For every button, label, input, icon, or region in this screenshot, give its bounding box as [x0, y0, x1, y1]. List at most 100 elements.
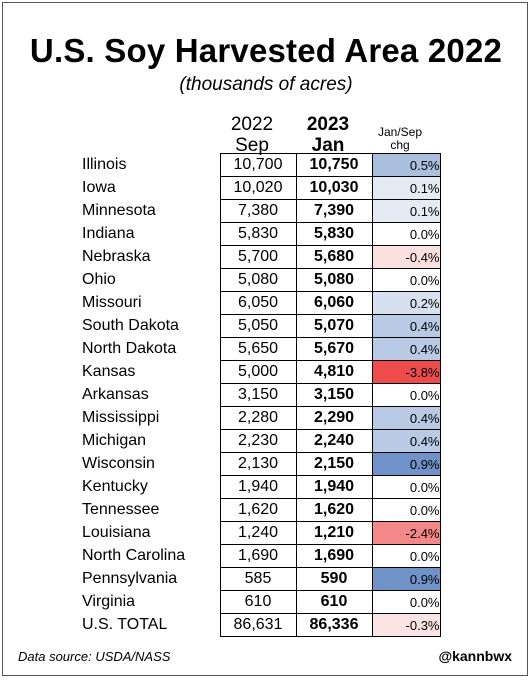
table-row: Ohio 5,080 5,080 0.0% [82, 268, 441, 292]
state-label: Ohio [82, 271, 116, 288]
state-label: Michigan [82, 432, 147, 449]
jan-value: 2,150 [295, 452, 373, 476]
change-value: 0.0% [371, 475, 441, 499]
state-label: Kansas [82, 363, 136, 380]
sep-value: 6,050 [219, 291, 297, 315]
table-row: Kansas 5,000 4,810 -3.8% [82, 360, 441, 384]
sep-value: 10,020 [219, 176, 297, 200]
sep-value: 5,830 [219, 222, 297, 246]
chart-frame [2, 2, 528, 676]
table-row: South Dakota 5,050 5,070 0.4% [82, 314, 441, 338]
sep-value: 10,700 [219, 153, 297, 177]
change-value: 0.0% [371, 544, 441, 568]
table-row: Minnesota 7,380 7,390 0.1% [82, 199, 441, 223]
jan-value: 5,680 [295, 245, 373, 269]
sep-value: 610 [219, 590, 297, 614]
state-label: South Dakota [82, 317, 179, 334]
jan-value: 1,620 [295, 498, 373, 522]
state-label: Minnesota [82, 202, 156, 219]
column-header-sep-year: 2022 [230, 114, 274, 135]
jan-value: 6,060 [295, 291, 373, 315]
table-row: Wisconsin 2,130 2,150 0.9% [82, 452, 441, 476]
jan-value: 2,290 [295, 406, 373, 430]
table-row: U.S. TOTAL 86,631 86,336 -0.3% [82, 613, 441, 637]
change-value: 0.5% [371, 153, 441, 177]
sep-value: 5,080 [219, 268, 297, 292]
jan-value: 86,336 [295, 613, 373, 637]
table-row: Mississippi 2,280 2,290 0.4% [82, 406, 441, 430]
column-header-chg: Jan/Sep chg [366, 126, 434, 152]
change-value: 0.0% [371, 590, 441, 614]
change-value: 0.9% [371, 452, 441, 476]
column-header-jan: 2023 Jan [290, 114, 366, 156]
column-header-jan-month: Jan [311, 135, 345, 156]
sep-value: 86,631 [219, 613, 297, 637]
jan-value: 2,240 [295, 429, 373, 453]
state-label: Louisiana [82, 524, 151, 541]
column-header-sep-month: Sep [235, 135, 269, 156]
table-row: Iowa 10,020 10,030 0.1% [82, 176, 441, 200]
sep-value: 1,690 [219, 544, 297, 568]
state-label: Pennsylvania [82, 570, 178, 587]
jan-value: 5,670 [295, 337, 373, 361]
sep-value: 1,240 [219, 521, 297, 545]
state-label: Missouri [82, 294, 142, 311]
sep-value: 7,380 [219, 199, 297, 223]
jan-value: 3,150 [295, 383, 373, 407]
sep-value: 5,000 [219, 360, 297, 384]
change-value: 0.1% [371, 176, 441, 200]
jan-value: 10,750 [295, 153, 373, 177]
jan-value: 4,810 [295, 360, 373, 384]
table-row: Indiana 5,830 5,830 0.0% [82, 222, 441, 246]
table-row: Missouri 6,050 6,060 0.2% [82, 291, 441, 315]
change-value: 0.2% [371, 291, 441, 315]
sep-value: 3,150 [219, 383, 297, 407]
data-table: Illinois 10,700 10,750 0.5% Iowa 10,020 10,030… [82, 153, 441, 637]
sep-value: 2,230 [219, 429, 297, 453]
jan-value: 10,030 [295, 176, 373, 200]
change-value: 0.4% [371, 406, 441, 430]
state-label: Tennessee [82, 501, 160, 518]
state-label: North Dakota [82, 340, 177, 357]
jan-value: 5,830 [295, 222, 373, 246]
change-value: 0.0% [371, 268, 441, 292]
jan-value: 5,080 [295, 268, 373, 292]
change-value: 0.1% [371, 199, 441, 223]
change-value: 0.0% [371, 222, 441, 246]
sep-value: 1,940 [219, 475, 297, 499]
table-row: Virginia 610 610 0.0% [82, 590, 441, 614]
data-source: Data source: USDA/NASS [18, 649, 171, 664]
change-value: -0.4% [371, 245, 441, 269]
state-label: Indiana [82, 225, 135, 242]
sep-value: 5,700 [219, 245, 297, 269]
change-value: 0.0% [371, 383, 441, 407]
state-label: Kentucky [82, 478, 148, 495]
sep-value: 1,620 [219, 498, 297, 522]
table-row: Illinois 10,700 10,750 0.5% [82, 153, 441, 177]
chart-title: U.S. Soy Harvested Area 2022 [29, 32, 503, 69]
table-body: Illinois 10,700 10,750 0.5% Iowa 10,020 10,030… [82, 153, 441, 637]
jan-value: 590 [295, 567, 373, 591]
state-label: Mississippi [82, 409, 160, 426]
table-row: North Dakota 5,650 5,670 0.4% [82, 337, 441, 361]
state-label: North Carolina [82, 547, 186, 564]
change-value: 0.4% [371, 429, 441, 453]
sep-value: 2,280 [219, 406, 297, 430]
column-header-chg-line1: Jan/Sep [377, 125, 423, 139]
jan-value: 1,940 [295, 475, 373, 499]
change-value: 0.9% [371, 567, 441, 591]
state-label: Virginia [82, 593, 136, 610]
state-label: Wisconsin [82, 455, 155, 472]
table-row: Tennessee 1,620 1,620 0.0% [82, 498, 441, 522]
change-value: 0.0% [371, 498, 441, 522]
change-value: 0.4% [371, 314, 441, 338]
jan-value: 1,210 [295, 521, 373, 545]
column-header-jan-year: 2023 [306, 114, 350, 135]
table-row: North Carolina 1,690 1,690 0.0% [82, 544, 441, 568]
column-header-chg-line2: chg [390, 138, 410, 152]
state-label: U.S. TOTAL [82, 616, 168, 633]
table-row: Kentucky 1,940 1,940 0.0% [82, 475, 441, 499]
sep-value: 5,650 [219, 337, 297, 361]
jan-value: 5,070 [295, 314, 373, 338]
state-label: Iowa [82, 179, 116, 196]
